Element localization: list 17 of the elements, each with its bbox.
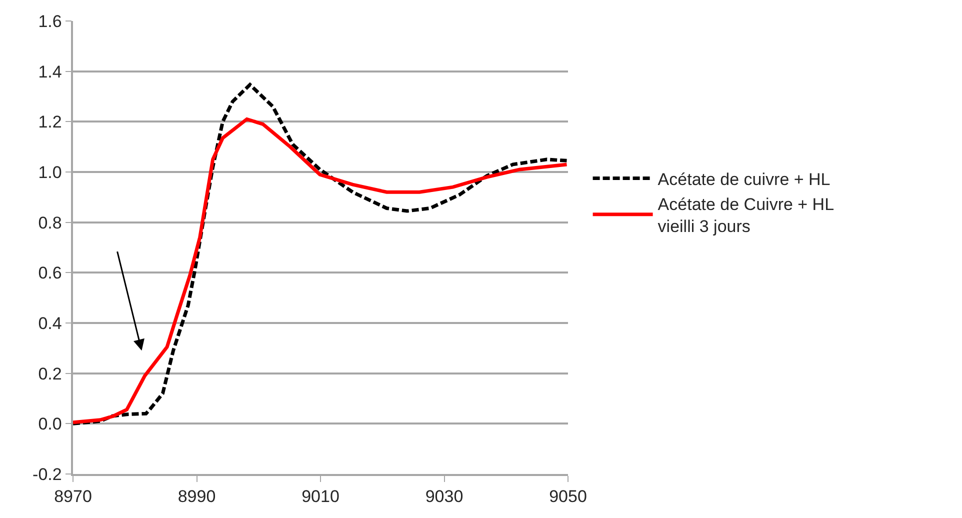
legend-label: Acétate de cuivre + HL [658,170,830,189]
y-tick-label: 1.4 [38,62,62,82]
y-tick-label: 0.2 [38,364,62,384]
y-tick-label: 0.6 [38,264,62,283]
y-tick-label: 1.0 [38,162,62,182]
x-tick-label: 9010 [302,487,340,506]
legend-label: Acétate de Cuivre + HL vieilli 3 jours [658,194,834,236]
x-tick-label: 8970 [54,487,92,506]
x-tick-label: 9030 [425,487,464,506]
x-tick-label: 9050 [549,487,587,506]
y-tick-label: 0.0 [38,414,62,434]
y-tick-label: 0.4 [38,314,62,333]
y-tick-label: 1.6 [38,12,62,31]
y-tick-label: -0.2 [32,464,62,484]
y-tick-label: 0.8 [38,213,62,232]
x-tick-label: 8990 [178,487,216,506]
y-tick-label: 1.2 [38,112,62,132]
